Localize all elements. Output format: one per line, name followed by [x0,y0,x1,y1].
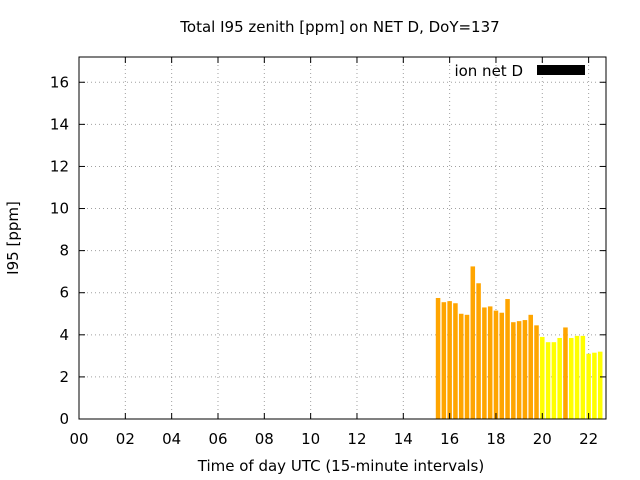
x-tick-label: 16 [440,430,459,448]
bar [493,310,499,419]
bar [534,325,539,419]
bar [568,337,574,419]
x-tick-label: 04 [162,430,181,448]
y-tick-label: 10 [50,200,69,218]
y-tick-label: 2 [59,368,69,386]
bar [586,353,591,419]
bar [580,335,586,419]
y-tick-label: 0 [59,410,69,428]
bar [528,314,533,419]
bar [557,337,562,419]
bar [597,351,603,419]
bar [522,320,528,419]
x-tick-label: 20 [533,430,552,448]
bar [551,342,557,419]
bar [435,297,441,419]
x-axis-label: Time of day UTC (15-minute intervals) [197,457,484,475]
ticks [78,57,606,420]
y-tick-label: 8 [59,242,69,260]
bar [441,302,447,419]
x-tick-label: 08 [255,430,274,448]
plot-frame [78,56,607,420]
y-tick-label: 4 [59,326,69,344]
bar [476,283,481,419]
bar [447,301,452,419]
x-tick-label: 10 [301,430,320,448]
bar [458,313,464,419]
y-tick-label: 14 [50,115,69,133]
y-tick-label: 12 [50,157,69,175]
legend-swatch [537,65,585,75]
bar [516,321,522,419]
bar [592,352,597,419]
x-tick-label: 02 [116,430,135,448]
x-tick-label: 22 [579,430,598,448]
x-tick-label: 12 [347,430,366,448]
x-tick-label: 06 [208,430,227,448]
bar [545,342,551,419]
chart-title: Total I95 zenith [ppm] on NET D, DoY=137 [179,18,499,36]
bar [540,336,545,419]
bar [574,335,580,419]
bars [435,266,603,419]
bar [453,303,458,419]
bar [499,312,505,419]
x-tick-label: 14 [394,430,413,448]
bar [487,306,493,419]
bar [464,314,470,419]
y-tick-label: 16 [50,73,69,91]
y-tick-label: 6 [59,284,69,302]
y-tick-labels: 0 2 4 6 8 10 12 14 16 [50,73,69,428]
bar [511,322,516,419]
y-axis-label: I95 [ppm] [4,201,22,275]
bar [470,266,476,419]
bar [505,299,510,419]
x-tick-label: 00 [69,430,88,448]
legend-label: ion net D [454,62,523,80]
bar [563,327,568,419]
x-tick-label: 18 [486,430,505,448]
grid [79,57,606,419]
x-tick-labels: 00 02 04 06 08 10 12 14 16 18 20 22 [69,430,598,448]
legend: ion net D [454,62,585,80]
bar [482,307,487,419]
